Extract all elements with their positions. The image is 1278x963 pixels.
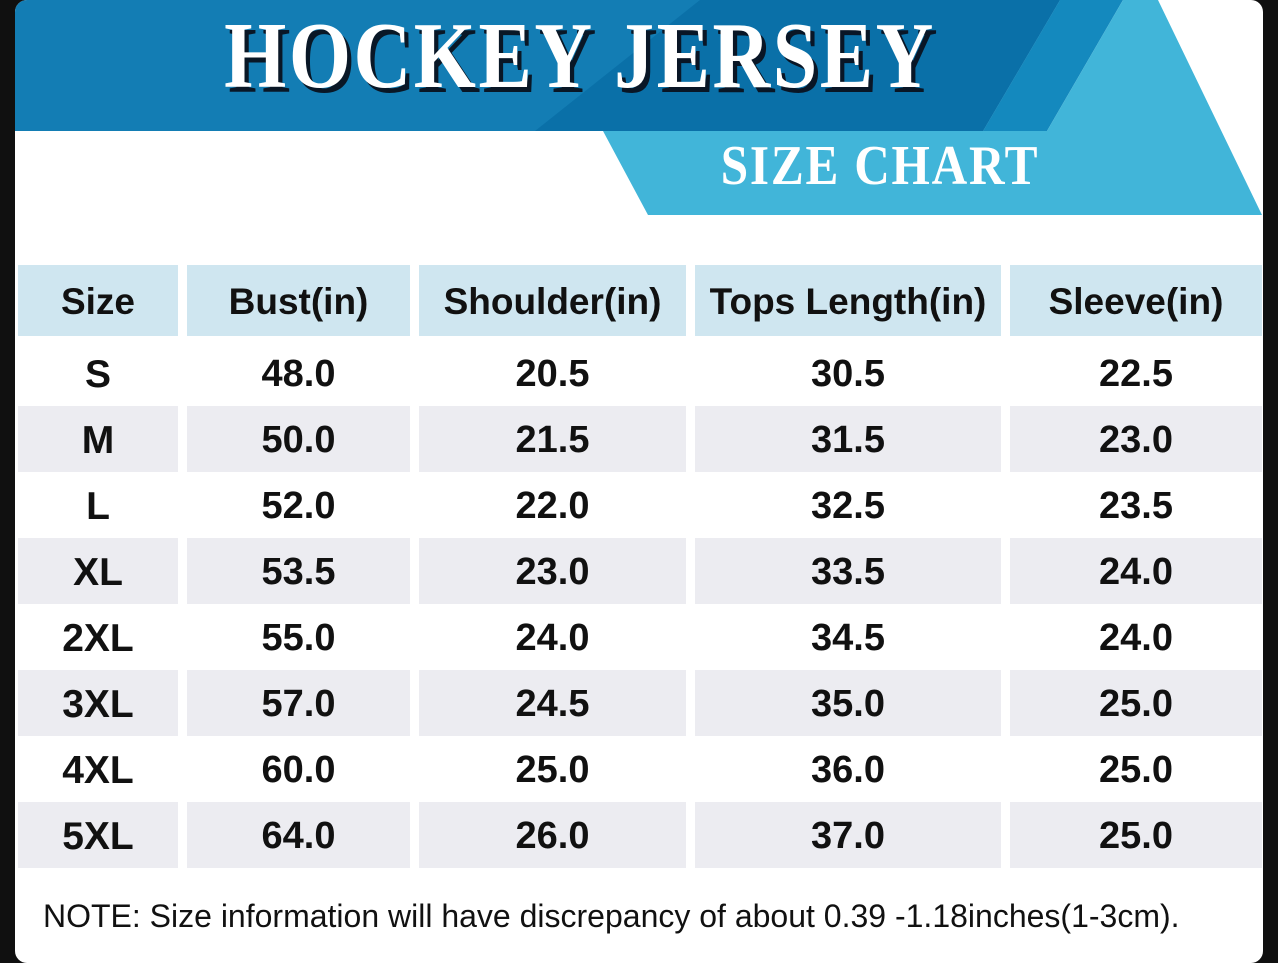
value-cell: 24.0	[515, 617, 590, 659]
value-cell: 57.0	[187, 670, 410, 736]
size-cell: L	[86, 484, 110, 528]
value-cell: 52.0	[261, 485, 336, 527]
value-cell: 50.0	[187, 406, 410, 472]
value-cell: 30.5	[811, 353, 885, 395]
value-cell: 32.5	[811, 485, 885, 527]
value-cell: 55.0	[261, 617, 336, 659]
value-cell: 22.5	[1099, 353, 1173, 395]
value-cell: 31.5	[695, 406, 1001, 472]
table-row-m: M 50.0 21.5 31.5 23.0	[18, 406, 1262, 472]
size-cell: 2XL	[62, 616, 134, 660]
table-row-4xl: 4XL 60.0 25.0 36.0 25.0	[18, 736, 1262, 802]
table-row-3xl: 3XL 57.0 24.5 35.0 25.0	[18, 670, 1262, 736]
header-cell-size: Size	[18, 265, 178, 336]
value-cell: 26.0	[419, 802, 686, 868]
value-cell: 64.0	[187, 802, 410, 868]
value-cell: 25.0	[1010, 802, 1262, 868]
value-cell: 33.5	[695, 538, 1001, 604]
value-cell: 21.5	[419, 406, 686, 472]
size-cell: 5XL	[18, 802, 178, 868]
value-cell: 25.0	[515, 749, 590, 791]
value-cell: 24.5	[419, 670, 686, 736]
table-row-2xl: 2XL 55.0 24.0 34.5 24.0	[18, 604, 1262, 670]
banner-stripes-graphic	[15, 0, 1262, 215]
value-cell: 23.5	[1099, 485, 1173, 527]
header-cell-tops-length: Tops Length(in)	[695, 265, 1001, 336]
header-cell-bust: Bust(in)	[187, 265, 410, 336]
value-cell: 35.0	[695, 670, 1001, 736]
size-cell: M	[18, 406, 178, 472]
value-cell: 37.0	[695, 802, 1001, 868]
value-cell: 23.0	[419, 538, 686, 604]
table-header-row: Size Bust(in) Shoulder(in) Tops Length(i…	[18, 265, 1262, 336]
table-row-5xl: 5XL 64.0 26.0 37.0 25.0	[18, 802, 1262, 868]
size-chart-card: HOCKEY JERSEY SIZE CHART Size Bust(in) S…	[15, 0, 1263, 963]
value-cell: 25.0	[1010, 670, 1262, 736]
note-text: NOTE: Size information will have discrep…	[43, 898, 1180, 934]
size-cell: XL	[18, 538, 178, 604]
table-row-l: L 52.0 22.0 32.5 23.5	[18, 472, 1262, 538]
value-cell: 36.0	[811, 749, 885, 791]
header-cell-shoulder: Shoulder(in)	[419, 265, 686, 336]
value-cell: 20.5	[515, 353, 590, 395]
value-cell: 24.0	[1010, 538, 1262, 604]
table-row-xl: XL 53.5 23.0 33.5 24.0	[18, 538, 1262, 604]
value-cell: 34.5	[811, 617, 885, 659]
value-cell: 23.0	[1010, 406, 1262, 472]
value-cell: 60.0	[261, 749, 336, 791]
table-row-s: S 48.0 20.5 30.5 22.5	[18, 340, 1262, 406]
value-cell: 22.0	[515, 485, 590, 527]
banner-title: HOCKEY JERSEY	[224, 4, 936, 108]
value-cell: 48.0	[261, 353, 336, 395]
value-cell: 25.0	[1099, 749, 1173, 791]
size-table: Size Bust(in) Shoulder(in) Tops Length(i…	[18, 265, 1262, 868]
size-cell: 4XL	[62, 748, 134, 792]
value-cell: 24.0	[1099, 617, 1173, 659]
size-cell: 3XL	[18, 670, 178, 736]
size-cell: S	[84, 352, 111, 396]
banner-cyan-shape	[603, 0, 1262, 215]
value-cell: 53.5	[187, 538, 410, 604]
banner-subtitle: SIZE CHART	[720, 135, 1040, 197]
banner-mid-stripe-shape	[983, 0, 1123, 131]
header-cell-sleeve: Sleeve(in)	[1010, 265, 1262, 336]
banner-dark-stripe-shape	[535, 0, 1060, 131]
